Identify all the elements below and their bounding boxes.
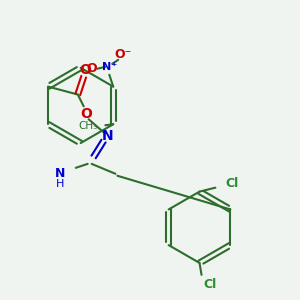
Text: O: O — [79, 63, 91, 77]
Text: O⁻: O⁻ — [115, 48, 132, 62]
Text: H: H — [56, 179, 64, 189]
Text: N⁺: N⁺ — [102, 62, 117, 72]
Text: O: O — [80, 107, 92, 121]
Text: Cl: Cl — [203, 278, 217, 291]
Text: N: N — [102, 129, 113, 143]
Text: O: O — [86, 62, 97, 75]
Text: N: N — [55, 167, 65, 180]
Text: CH₃: CH₃ — [78, 121, 98, 131]
Text: Cl: Cl — [225, 177, 239, 190]
